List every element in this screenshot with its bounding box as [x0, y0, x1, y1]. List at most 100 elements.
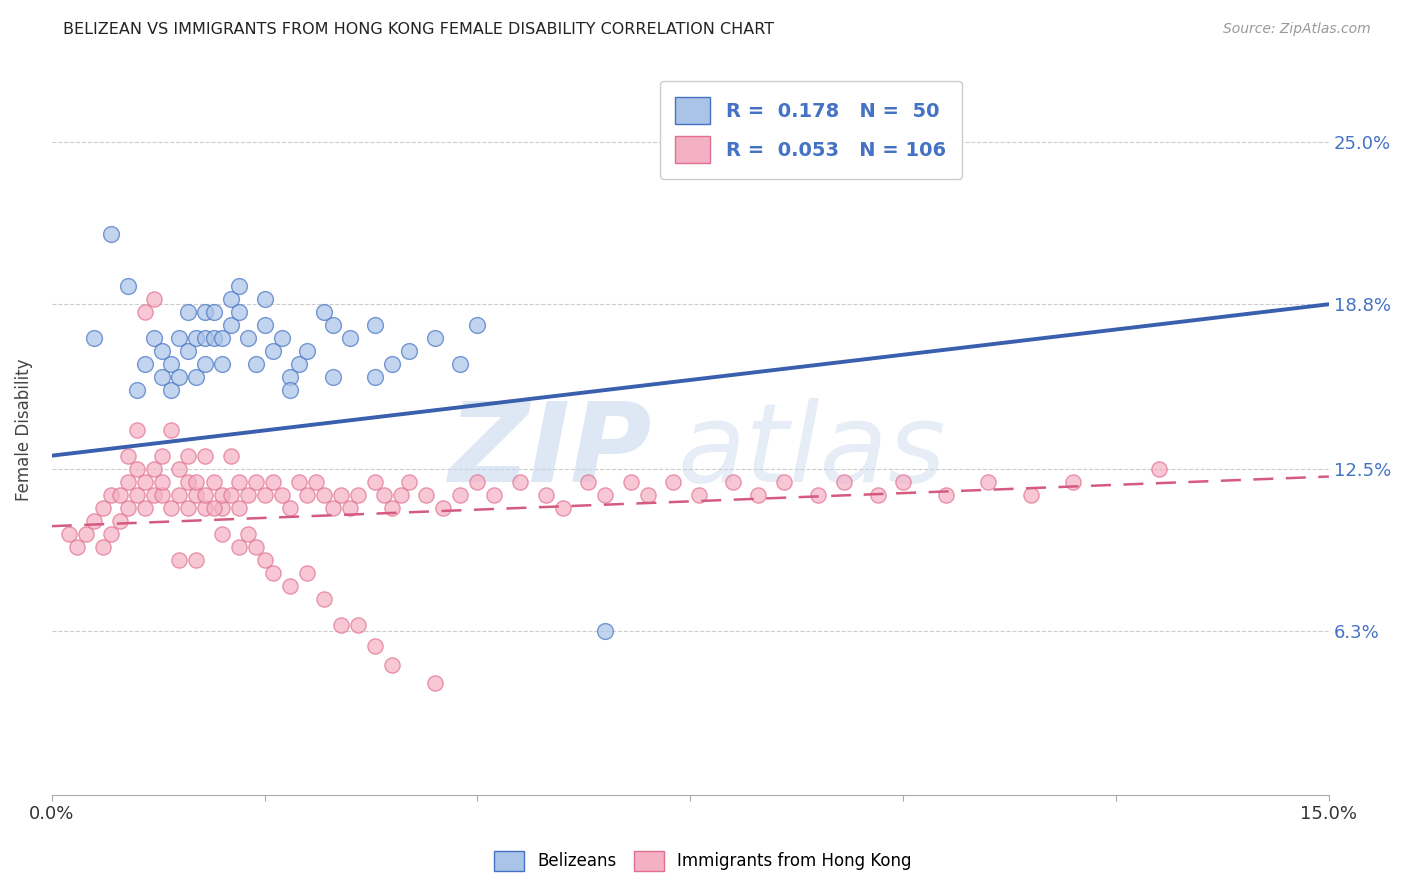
- Point: [169, 461, 191, 475]
- Point: [253, 553, 276, 567]
- Point: [117, 449, 139, 463]
- Point: [270, 488, 292, 502]
- Point: [389, 488, 412, 502]
- Point: [245, 357, 267, 371]
- Point: [169, 488, 191, 502]
- Point: [287, 357, 309, 371]
- Point: [364, 475, 387, 489]
- Point: [593, 488, 616, 502]
- Point: [83, 331, 105, 345]
- Point: [142, 292, 165, 306]
- Point: [364, 639, 387, 653]
- Point: [364, 318, 387, 332]
- Point: [152, 449, 174, 463]
- Point: [236, 331, 259, 345]
- Point: [194, 449, 217, 463]
- Point: [160, 423, 183, 437]
- Point: [322, 500, 344, 515]
- Point: [134, 500, 156, 515]
- Point: [662, 475, 685, 489]
- Point: [1019, 488, 1042, 502]
- Point: [295, 488, 318, 502]
- Point: [287, 475, 309, 489]
- Point: [177, 305, 200, 319]
- Point: [339, 500, 361, 515]
- Point: [305, 475, 328, 489]
- Point: [91, 500, 114, 515]
- Point: [262, 566, 284, 581]
- Point: [339, 331, 361, 345]
- Point: [721, 475, 744, 489]
- Point: [228, 540, 250, 554]
- Point: [186, 331, 208, 345]
- Point: [186, 475, 208, 489]
- Point: [194, 305, 217, 319]
- Point: [152, 370, 174, 384]
- Point: [202, 331, 225, 345]
- Point: [194, 357, 217, 371]
- Point: [186, 553, 208, 567]
- Point: [381, 657, 404, 672]
- Point: [177, 449, 200, 463]
- Point: [1147, 461, 1170, 475]
- Point: [807, 488, 830, 502]
- Point: [253, 292, 276, 306]
- Point: [398, 475, 420, 489]
- Point: [747, 488, 769, 502]
- Point: [186, 370, 208, 384]
- Point: [534, 488, 557, 502]
- Point: [423, 675, 446, 690]
- Point: [509, 475, 531, 489]
- Point: [295, 344, 318, 359]
- Point: [364, 370, 387, 384]
- Point: [83, 514, 105, 528]
- Point: [125, 488, 148, 502]
- Point: [314, 592, 336, 607]
- Point: [100, 527, 122, 541]
- Point: [278, 384, 301, 398]
- Point: [219, 292, 242, 306]
- Point: [423, 331, 446, 345]
- Point: [832, 475, 855, 489]
- Point: [322, 318, 344, 332]
- Point: [314, 488, 336, 502]
- Point: [278, 500, 301, 515]
- Point: [186, 488, 208, 502]
- Point: [891, 475, 914, 489]
- Point: [125, 461, 148, 475]
- Point: [637, 488, 659, 502]
- Point: [278, 579, 301, 593]
- Point: [467, 318, 489, 332]
- Point: [347, 618, 370, 632]
- Point: [866, 488, 889, 502]
- Text: ZIP: ZIP: [449, 398, 652, 505]
- Point: [449, 488, 471, 502]
- Point: [177, 500, 200, 515]
- Point: [142, 488, 165, 502]
- Point: [134, 475, 156, 489]
- Point: [262, 344, 284, 359]
- Point: [202, 475, 225, 489]
- Point: [219, 488, 242, 502]
- Point: [211, 500, 233, 515]
- Y-axis label: Female Disability: Female Disability: [15, 359, 32, 500]
- Point: [245, 475, 267, 489]
- Point: [278, 370, 301, 384]
- Point: [160, 384, 183, 398]
- Point: [228, 475, 250, 489]
- Text: Source: ZipAtlas.com: Source: ZipAtlas.com: [1223, 22, 1371, 37]
- Point: [160, 500, 183, 515]
- Point: [117, 500, 139, 515]
- Point: [551, 500, 574, 515]
- Point: [142, 331, 165, 345]
- Point: [194, 331, 217, 345]
- Point: [202, 305, 225, 319]
- Point: [295, 566, 318, 581]
- Point: [194, 500, 217, 515]
- Point: [219, 449, 242, 463]
- Point: [211, 331, 233, 345]
- Point: [270, 331, 292, 345]
- Point: [152, 344, 174, 359]
- Text: BELIZEAN VS IMMIGRANTS FROM HONG KONG FEMALE DISABILITY CORRELATION CHART: BELIZEAN VS IMMIGRANTS FROM HONG KONG FE…: [63, 22, 775, 37]
- Point: [330, 488, 353, 502]
